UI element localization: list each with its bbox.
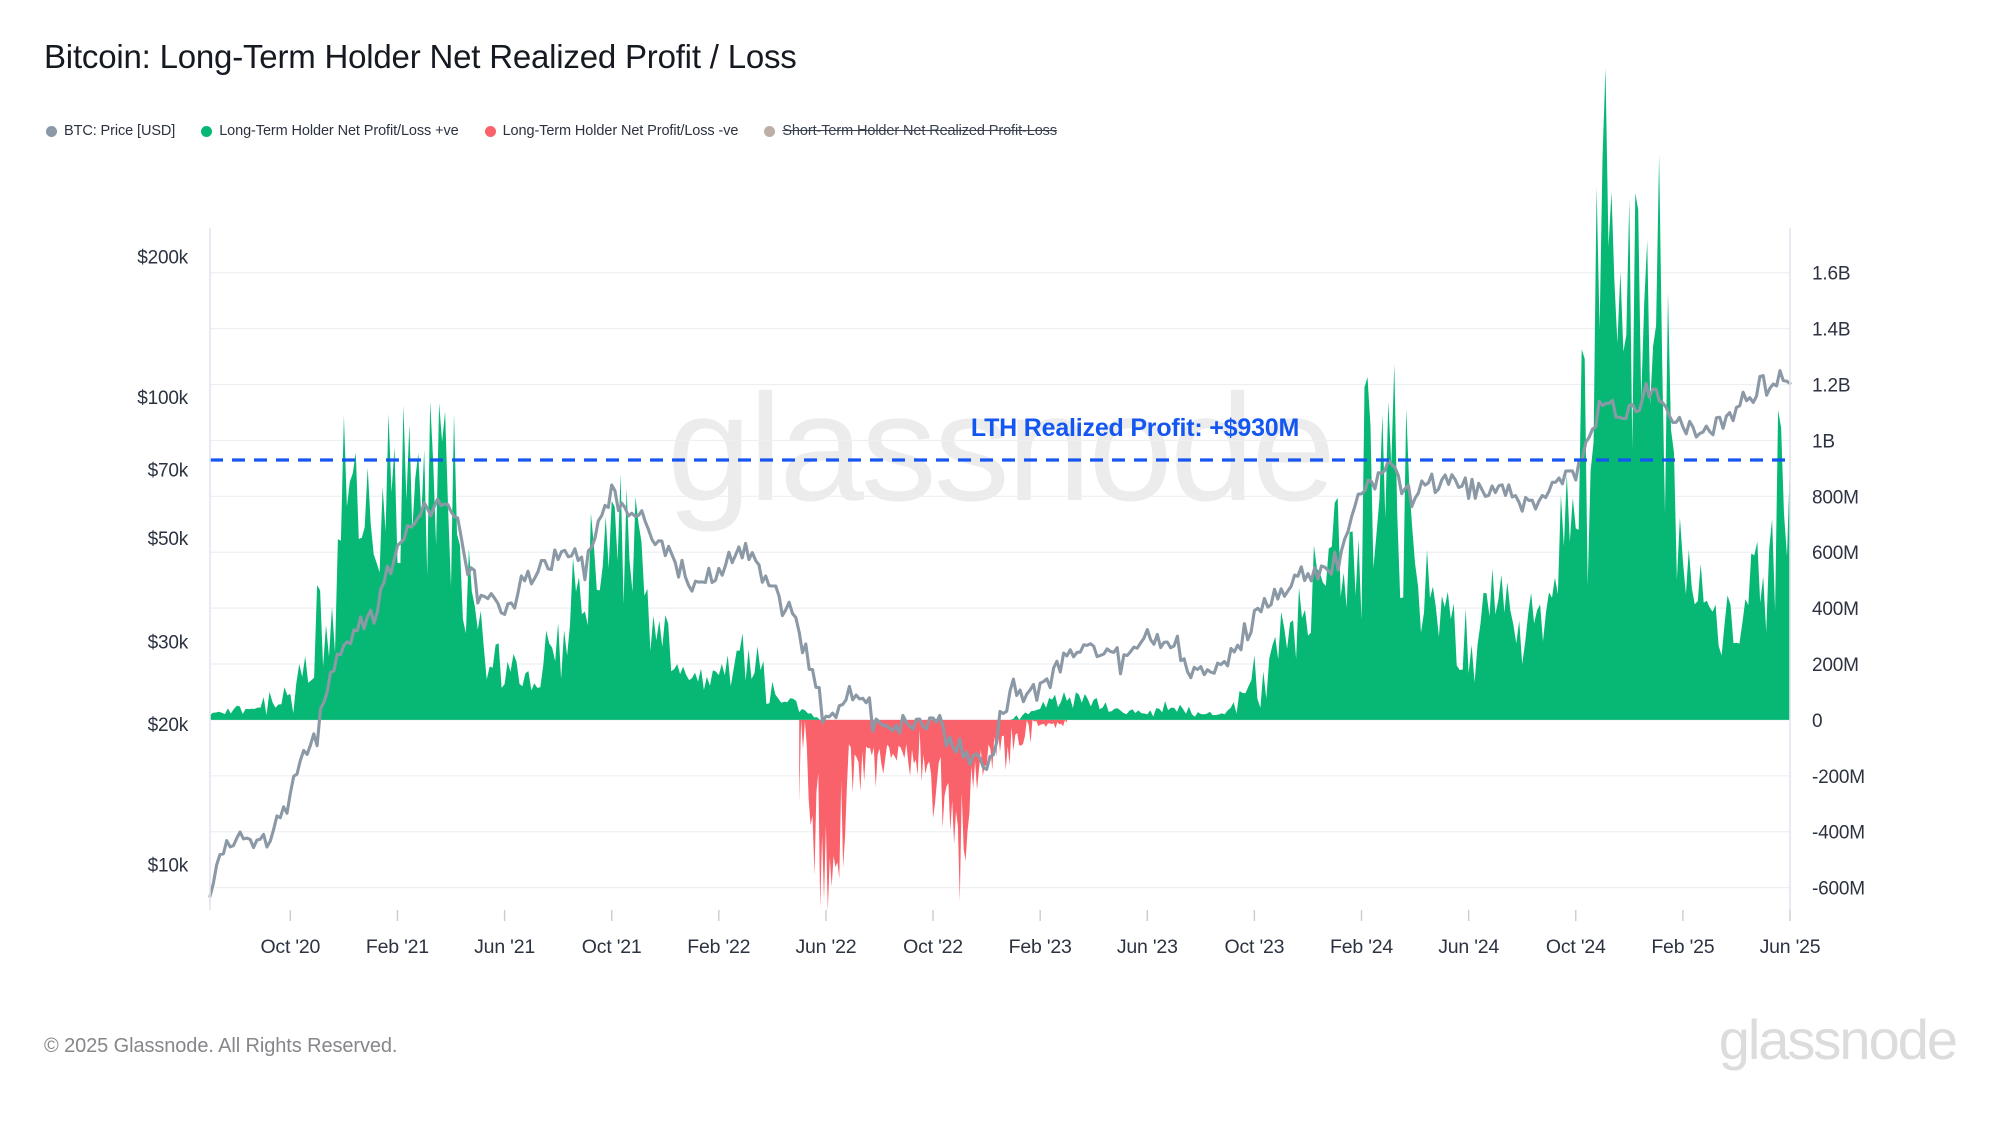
x-axis-label-12: Oct '24 [1546,936,1606,958]
series-lth-profit-negative-area [799,719,1067,911]
left-axis-label-4: $30k [148,633,189,654]
right-axis-label-9: -200M [1812,767,1865,788]
right-axis-label-1: 1.4B [1812,320,1850,341]
x-axis-label-6: Oct '22 [903,936,963,958]
series-btc-price-line [208,369,1792,898]
legend-dot-icon [484,125,496,137]
x-axis-label-2: Jun '21 [474,936,535,958]
legend-item-2[interactable]: Long-Term Holder Net Profit/Loss -ve [484,123,739,139]
left-axis-label-2: $70k [148,461,189,482]
legend-dot-icon [46,125,57,137]
x-axis-label-3: Oct '21 [582,936,642,958]
x-axis-label-4: Feb '22 [687,936,750,958]
right-axis-label-6: 400M [1812,599,1859,620]
x-axis-label-11: Jun '24 [1438,936,1499,958]
right-axis-label-3: 1B [1812,431,1835,452]
legend-item-0[interactable]: BTC: Price [USD] [46,123,175,139]
left-axis-label-1: $100k [137,388,188,409]
left-axis-label-6: $10k [148,856,189,877]
legend-item-label: Short-Term Holder Net Realized Profit-Lo… [782,123,1057,139]
chart-legend: BTC: Price [USD] Long-Term Holder Net Pro… [46,123,1083,139]
right-axis-label-4: 800M [1812,487,1859,508]
x-axis-label-0: Oct '20 [260,936,320,958]
left-axis-label-5: $20k [148,715,189,736]
legend-dot-icon [201,125,213,137]
x-axis-label-10: Feb '24 [1330,936,1393,958]
right-axis-label-5: 600M [1812,543,1859,564]
left-axis-label-3: $50k [148,529,189,550]
right-axis-label-11: -600M [1812,879,1865,900]
x-axis-label-9: Oct '23 [1225,936,1285,958]
right-axis-label-2: 1.2B [1812,376,1850,397]
x-axis-label-13: Feb '25 [1651,936,1714,958]
left-axis-label-0: $200k [137,247,188,268]
legend-dot-icon [764,125,776,137]
x-axis-label-5: Jun '22 [795,936,856,958]
legend-item-3[interactable]: Short-Term Holder Net Realized Profit-Lo… [764,123,1057,139]
glassnode-logo: glassnode [1718,1008,1958,1071]
annotation-lth-realized-profit: LTH Realized Profit: +$930M [971,414,1299,442]
right-axis-label-0: 1.6B [1812,264,1850,285]
glassnode-watermark: glassnode [667,363,1333,533]
x-axis-label-8: Jun '23 [1117,936,1178,958]
legend-item-label: Long-Term Holder Net Profit/Loss -ve [502,123,739,139]
footer-copyright: © 2025 Glassnode. All Rights Reserved. [44,1035,398,1057]
chart-plot-area: glassnode LTH Realized Profit: +$930M $200… [137,67,1865,958]
legend-item-1[interactable]: Long-Term Holder Net Profit/Loss +ve [201,123,459,139]
right-axis-label-10: -400M [1812,823,1865,844]
x-axis-label-14: Jun '25 [1760,936,1821,958]
legend-item-label: BTC: Price [USD] [64,123,176,139]
series-lth-profit-positive-area [210,67,1790,720]
legend-item-label: Long-Term Holder Net Profit/Loss +ve [219,123,459,139]
right-axis-label-7: 200M [1812,655,1859,676]
right-axis-label-8: 0 [1812,711,1822,732]
x-axis-label-1: Feb '21 [366,936,429,958]
page-title: Bitcoin: Long-Term Holder Net Realized P… [44,38,797,75]
x-axis-label-7: Feb '23 [1009,936,1072,958]
